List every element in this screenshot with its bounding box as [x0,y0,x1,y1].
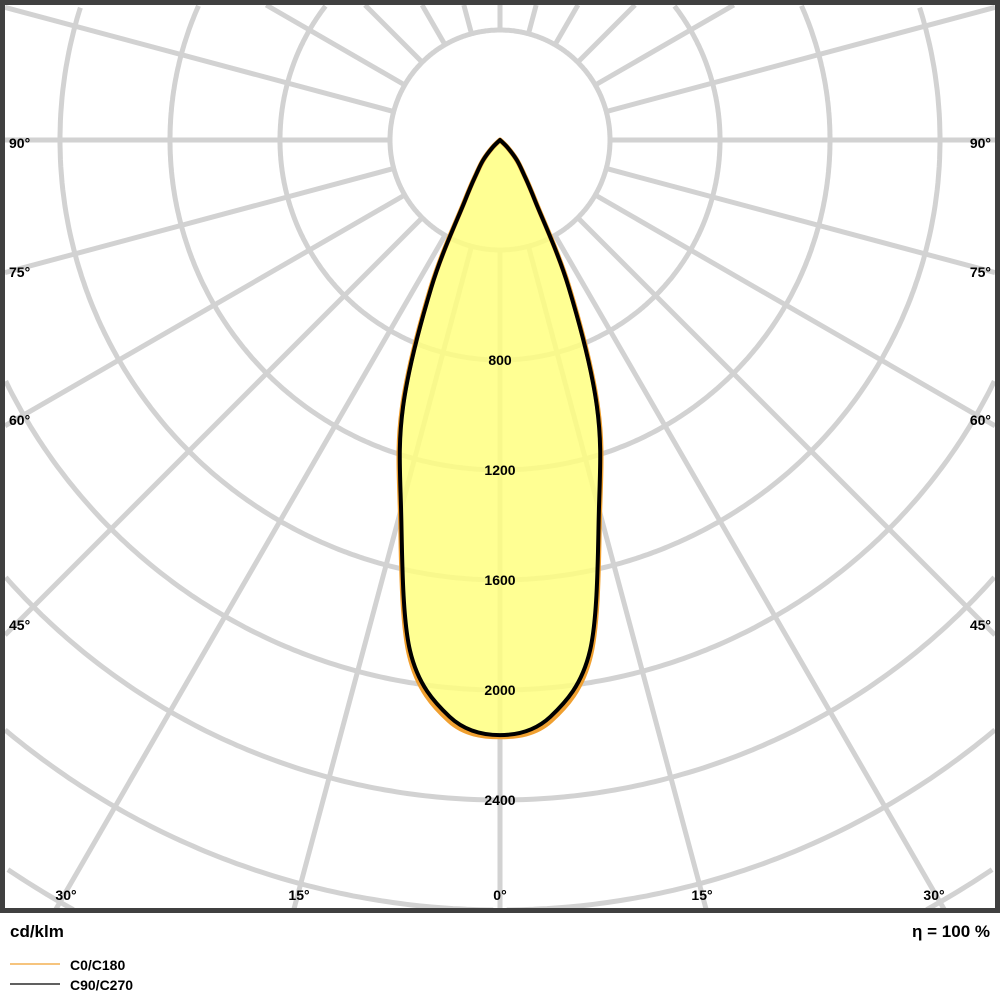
grid-spoke [576,5,637,64]
grid-spoke [552,234,947,910]
grid-spoke [576,216,995,637]
grid-ring [57,6,943,583]
angle-label-bottom-0: 0° [493,887,506,903]
radial-label: 2400 [484,792,515,808]
grid-ring [5,380,995,693]
angle-label-right-75: 75° [970,264,991,280]
grid-spoke [363,5,424,64]
angle-label-right-60: 60° [970,412,991,428]
grid-spoke [605,166,995,276]
grid-ring [6,867,994,910]
grid-spoke [5,192,406,428]
angle-label-left-75: 75° [9,264,30,280]
radial-label: 1200 [484,462,515,478]
grid-ring [5,727,995,910]
efficiency-label: η = 100 % [912,922,990,941]
angle-label-left-60: 60° [9,412,30,428]
angle-label-right-90: 90° [970,135,991,151]
grid-spoke [5,166,395,276]
radial-label: 800 [488,352,512,368]
grid-spoke [461,5,474,35]
angle-label-bottom-30-right: 30° [923,887,944,903]
unit-label: cd/klm [10,922,64,941]
radial-labels: 800 1200 1600 2000 2400 [484,352,515,808]
curves [396,137,604,740]
angle-label-bottom-30-left: 30° [55,887,76,903]
grid-ring [167,5,833,473]
grid-spoke [5,216,424,637]
angle-label-left-45: 45° [9,617,30,633]
beam-fill [399,140,601,736]
grid-spoke [53,234,448,910]
grid-spoke [264,5,406,88]
grid-spoke [594,5,736,88]
grid-spoke [5,5,395,114]
grid [5,5,995,910]
grid-spoke [552,5,581,46]
legend-label-c0-c180: C0/C180 [70,957,125,973]
angle-label-bottom-15-left: 15° [288,887,309,903]
grid-spoke [605,5,995,114]
grid-spoke [419,5,448,46]
radial-label: 1600 [484,572,515,588]
radial-label: 2000 [484,682,515,698]
legend-label-c90-c270: C90/C270 [70,977,133,993]
angle-label-left-90: 90° [9,135,30,151]
angle-label-bottom-15-right: 15° [691,887,712,903]
grid-spoke [526,5,539,35]
series-line-c90-c270 [397,138,603,738]
grid-ring [5,575,995,803]
plot-frame [0,0,1000,913]
angle-labels: 90° 75° 60° 45° 90° 75° 60° 45° 30° 15° … [9,135,991,903]
grid-spoke [594,192,995,428]
angle-label-right-45: 45° [970,617,991,633]
